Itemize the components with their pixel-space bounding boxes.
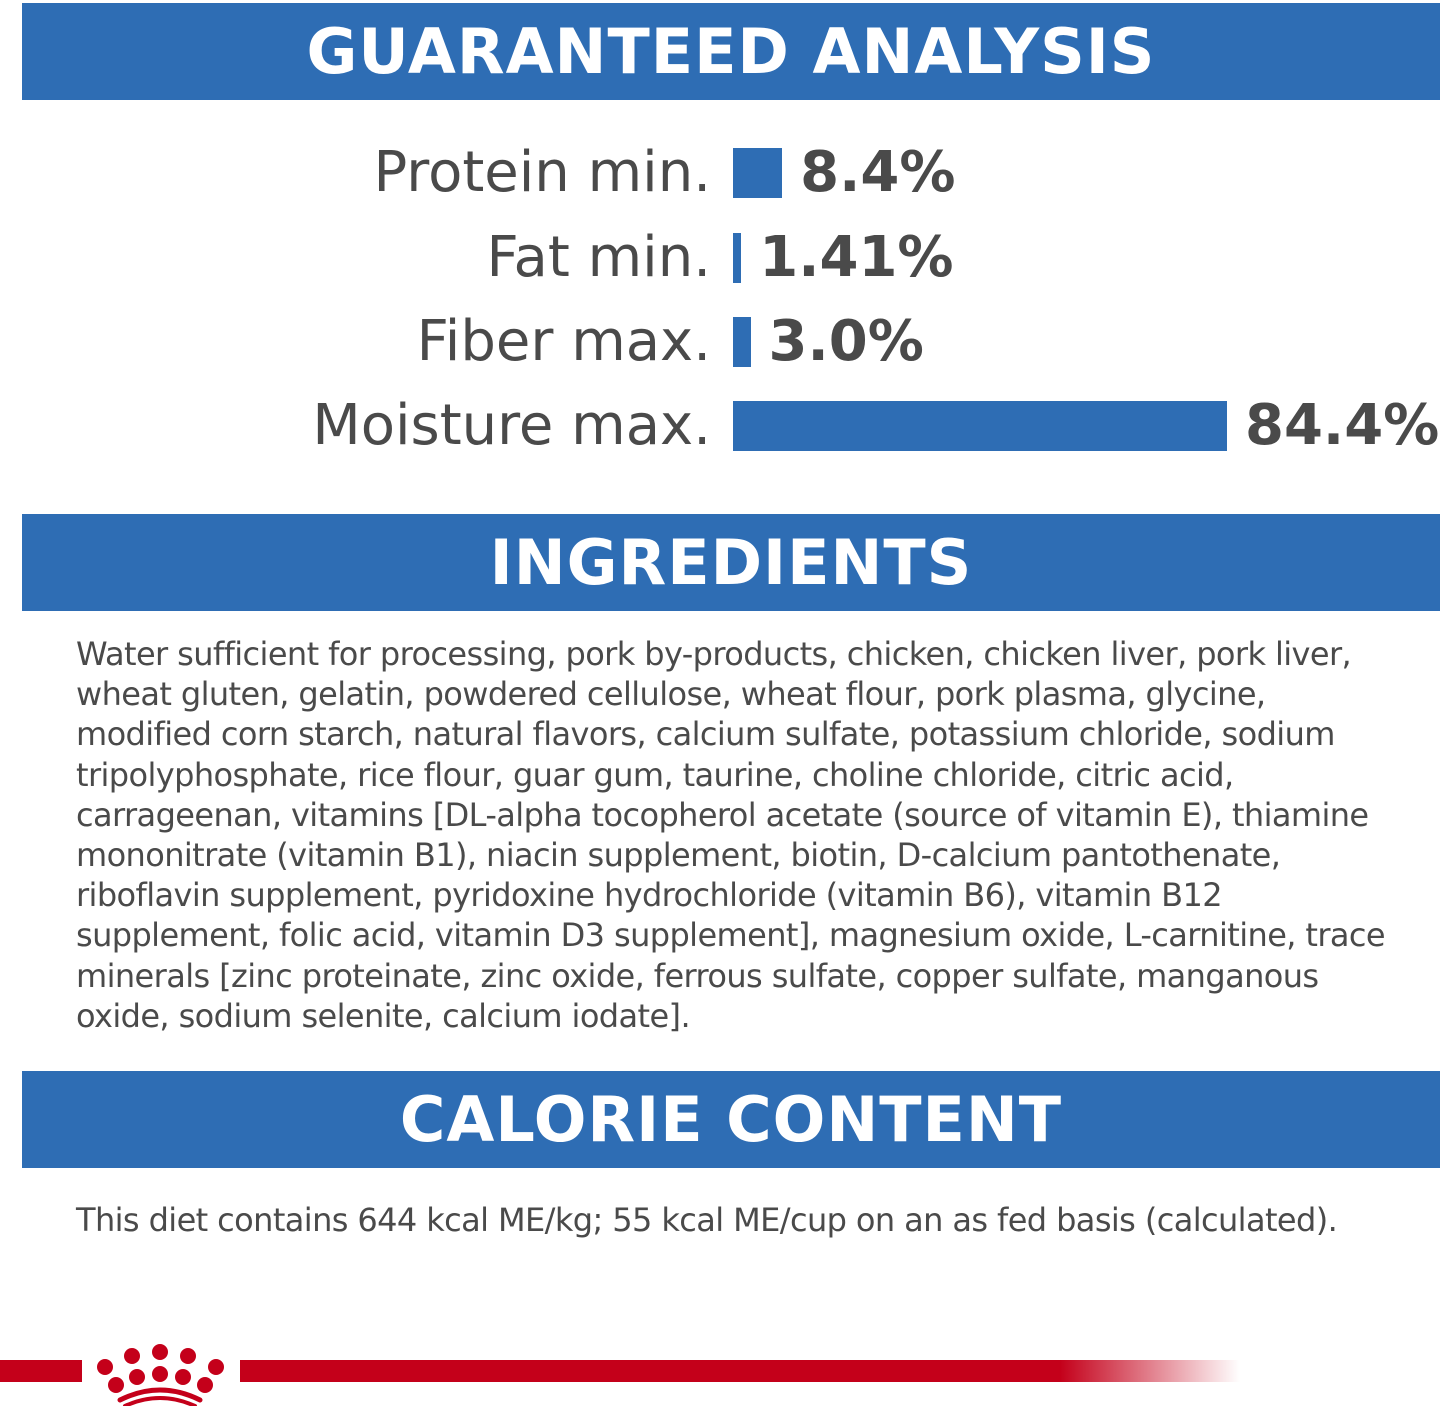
nutrient-label: Fat min.	[486, 225, 711, 290]
analysis-row: Fat min. 1.41%	[0, 225, 1445, 290]
nutrient-label: Protein min.	[373, 140, 711, 205]
nutrient-value: 3.0%	[768, 309, 924, 374]
analysis-row: Protein min. 8.4%	[0, 140, 1445, 205]
ingredients-line: supplement, folic acid, vitamin D3 suppl…	[76, 916, 1386, 955]
section-title: INGREDIENTS	[489, 526, 973, 599]
ingredients-line: riboflavin supplement, pyridoxine hydroc…	[76, 876, 1223, 915]
section-title: GUARANTEED ANALYSIS	[306, 15, 1156, 88]
analysis-row: Moisture max. 84.4%	[0, 393, 1445, 458]
nutrient-value: 1.41%	[759, 225, 954, 290]
calorie-text: This diet contains 644 kcal ME/kg; 55 kc…	[76, 1201, 1338, 1239]
ingredients-line: carrageenan, vitamins [DL-alpha tocopher…	[76, 795, 1369, 834]
nutrient-bar	[733, 148, 783, 198]
nutrient-value: 84.4%	[1245, 393, 1440, 458]
ingredients-line: Water sufficient for processing, pork by…	[76, 635, 1352, 673]
nutrient-value: 8.4%	[800, 140, 956, 205]
calorie-content-header: CALORIE CONTENT	[22, 1071, 1440, 1168]
ingredients-line: mononitrate (vitamin B1), niacin supplem…	[76, 836, 1281, 875]
ingredients-line: oxide, sodium selenite, calcium iodate].	[76, 996, 691, 1035]
ingredients-text: Water sufficient for processing, pork by…	[76, 634, 1386, 1036]
ingredients-line: minerals [zinc proteinate, zinc oxide, f…	[76, 956, 1319, 995]
nutrient-bar	[733, 401, 1227, 451]
ingredients-line: modified corn starch, natural flavors, c…	[76, 715, 1335, 754]
brand-line-left	[0, 1360, 82, 1382]
crown-logo-icon	[97, 1344, 224, 1406]
nutrient-label: Fiber max.	[416, 309, 711, 374]
brand-line-right	[240, 1360, 1240, 1382]
nutrient-bar	[733, 233, 742, 283]
ingredients-line: tripolyphosphate, rice flour, guar gum, …	[76, 755, 1234, 794]
guaranteed-analysis-header: GUARANTEED ANALYSIS	[22, 3, 1440, 100]
nutrient-label: Moisture max.	[312, 393, 711, 458]
section-title: CALORIE CONTENT	[399, 1083, 1063, 1156]
nutrient-bar	[733, 317, 751, 367]
ingredients-header: INGREDIENTS	[22, 514, 1440, 611]
ingredients-line: wheat gluten, gelatin, powdered cellulos…	[76, 675, 1266, 714]
analysis-row: Fiber max. 3.0%	[0, 309, 1445, 374]
